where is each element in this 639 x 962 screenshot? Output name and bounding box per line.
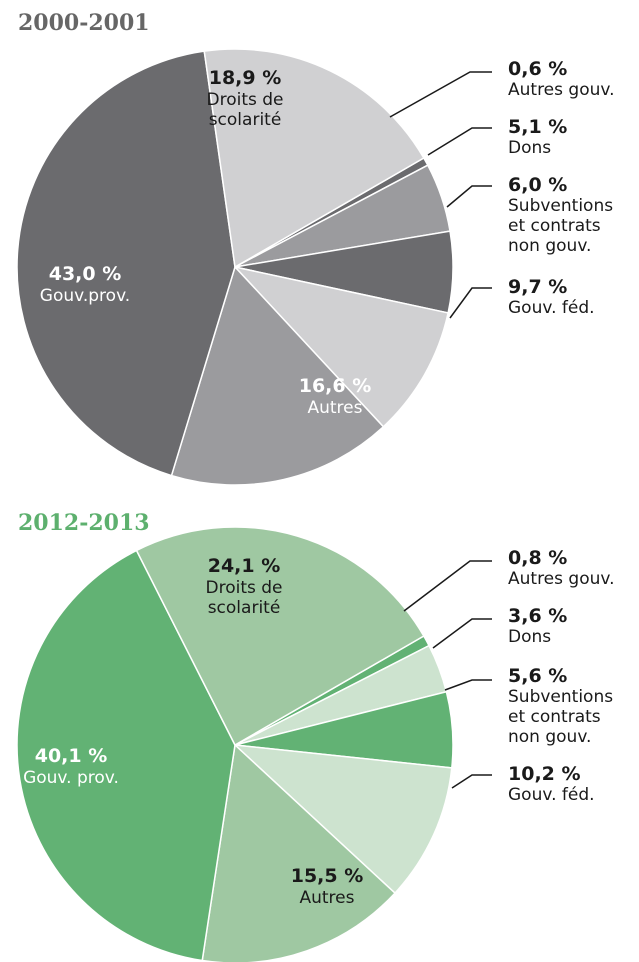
slice-category-label: scolarité — [209, 110, 282, 130]
pie-chart-2000-2001: 2000-2001 0,6 %Autres gouv. 5,1 %Dons 6,0 … — [16, 10, 615, 486]
slice-category-label: Subventions — [508, 687, 613, 707]
slice-value-label: 6,0 % — [508, 174, 567, 196]
pie-slice — [232, 744, 453, 895]
slice-category-label: Autres gouv. — [508, 569, 615, 589]
pie-slice — [232, 265, 450, 428]
callout-leader-line — [444, 679, 492, 691]
slice-category-label: et contrats — [508, 707, 601, 727]
callout-leader-line — [427, 127, 492, 156]
slice-category-label: Autres — [307, 398, 362, 418]
slice-value-label: 10,2 % — [508, 763, 581, 785]
pie-chart-2012-2013: 2012-2013 0,8 %Autres gouv. 3,6 %Dons 5,6 … — [16, 510, 615, 962]
slice-value-label: 40,1 % — [35, 745, 108, 767]
slice-category-label: Gouv.prov. — [40, 286, 130, 306]
slice-value-label: 16,6 % — [299, 375, 372, 397]
pie-slice — [203, 48, 425, 269]
pie-slice — [16, 50, 236, 477]
slice-category-label: non gouv. — [508, 236, 591, 256]
pie-wedges — [16, 48, 454, 486]
slice-category-label: Dons — [508, 627, 551, 647]
chart-title: 2012-2013 — [18, 510, 150, 536]
chart-title: 2000-2001 — [18, 10, 150, 36]
slice-value-label: 0,6 % — [508, 58, 567, 80]
slice-category-label: Gouv. féd. — [508, 785, 595, 805]
slice-value-label: 9,7 % — [508, 276, 567, 298]
slice-category-label: Dons — [508, 138, 551, 158]
slice-value-label: 3,6 % — [508, 605, 567, 627]
slice-category-label: Gouv. féd. — [508, 298, 595, 318]
callout-leader-line — [389, 71, 492, 118]
pie-slice — [201, 743, 397, 962]
slice-category-label: Autres gouv. — [508, 80, 615, 100]
slice-value-label: 18,9 % — [209, 67, 282, 89]
pie-wedges — [16, 526, 454, 962]
slice-value-label: 24,1 % — [208, 555, 281, 577]
pie-slice — [170, 265, 385, 486]
slice-value-label: 15,5 % — [291, 865, 364, 887]
slice-category-label: Gouv. prov. — [23, 768, 119, 788]
slice-category-label: Droits de — [205, 578, 282, 598]
callout-leader-line — [403, 560, 492, 612]
slice-value-label: 5,6 % — [508, 665, 567, 687]
slice-category-label: non gouv. — [508, 727, 591, 747]
slice-category-label: Subventions — [508, 196, 613, 216]
callout-leader-line — [449, 287, 492, 319]
slice-category-label: Autres — [299, 888, 354, 908]
slice-category-label: et contrats — [508, 216, 601, 236]
pie-slice — [135, 526, 425, 747]
callout-leader-line — [451, 774, 492, 789]
slice-value-label: 0,8 % — [508, 547, 567, 569]
slice-category-label: Droits de — [206, 90, 283, 110]
callout-leader-line — [446, 185, 492, 208]
slice-value-label: 43,0 % — [49, 263, 122, 285]
slice-category-label: scolarité — [208, 598, 281, 618]
callout-leader-line — [432, 618, 492, 649]
pie-slice — [16, 549, 236, 962]
slice-value-label: 5,1 % — [508, 116, 567, 138]
